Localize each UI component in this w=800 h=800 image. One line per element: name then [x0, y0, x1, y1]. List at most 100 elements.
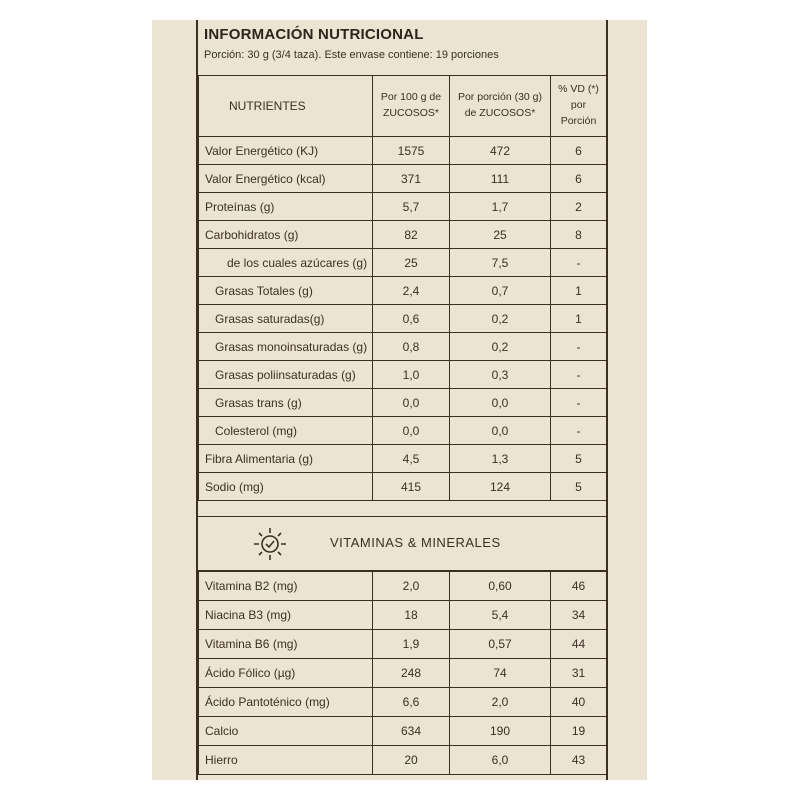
- nutrient-value: 0,57: [449, 629, 551, 659]
- nutrient-value: 111: [449, 164, 551, 193]
- table-row: Carbohidratos (g) 82 25 8: [198, 220, 607, 249]
- header-row: NUTRIENTES Por 100 g de ZUCOSOS* Por porci…: [198, 75, 607, 137]
- nutrient-value: 0,0: [449, 416, 551, 445]
- nutrient-value: 43: [550, 745, 607, 775]
- table-row: Vitamina B2 (mg) 2,0 0,60 46: [198, 571, 607, 601]
- nutrient-value: 0,3: [449, 360, 551, 389]
- nutrient-value: 18: [372, 600, 450, 630]
- table-row: Calcio 634 190 19: [198, 716, 607, 746]
- nutrient-value: 2,0: [372, 571, 450, 601]
- nutrient-value: 634: [372, 716, 450, 746]
- nutrient-name: Valor Energético (KJ): [198, 136, 373, 165]
- nutrient-name: Vitamina B6 (mg): [198, 629, 373, 659]
- nutrient-value: 1,7: [449, 192, 551, 221]
- nutrient-value: 248: [372, 658, 450, 688]
- vitamin-table: Vitamina B2 (mg) 2,0 0,60 46 Niacina B3 (mg)…: [198, 571, 607, 775]
- nutrient-value: -: [550, 360, 607, 389]
- table-row: Fibra Alimentaria (g) 4,5 1,3 5: [198, 444, 607, 473]
- nutrient-name: Niacina B3 (mg): [198, 600, 373, 630]
- nutrient-value: 1575: [372, 136, 450, 165]
- nutrient-value: -: [550, 416, 607, 445]
- nutrient-value: 1,3: [449, 444, 551, 473]
- table-row: Grasas saturadas(g) 0,6 0,2 1: [198, 304, 607, 333]
- nutrient-value: 5: [550, 472, 607, 501]
- vitamins-title: VITAMINAS & MINERALES: [330, 535, 501, 550]
- nutrient-value: 0,60: [449, 571, 551, 601]
- nutrient-value: 20: [372, 745, 450, 775]
- nutrient-value: 190: [449, 716, 551, 746]
- serving-info: Porción: 30 g (3/4 taza). Este envase co…: [204, 49, 499, 61]
- nutrient-value: 1,9: [372, 629, 450, 659]
- nutrient-value: 46: [550, 571, 607, 601]
- nutrient-name: Hierro: [198, 745, 373, 775]
- nutrient-value: 6: [550, 136, 607, 165]
- nutrient-value: 5: [550, 444, 607, 473]
- table-body: Valor Energético (KJ) 1575 472 6 Valor Energ…: [198, 136, 607, 501]
- nutrient-value: 8: [550, 220, 607, 249]
- nutrient-value: 5,7: [372, 192, 450, 221]
- nutrient-name: Valor Energético (kcal): [198, 164, 373, 193]
- nutrient-value: 19: [550, 716, 607, 746]
- table-row: Sodio (mg) 415 124 5: [198, 472, 607, 501]
- table-row: Ácido Fólico (µg) 248 74 31: [198, 658, 607, 688]
- nutrient-name: Grasas monoinsaturadas (g): [198, 332, 373, 361]
- nutrient-value: 1,0: [372, 360, 450, 389]
- nutrient-value: 0,8: [372, 332, 450, 361]
- nutrient-value: -: [550, 332, 607, 361]
- nutrient-value: 0,0: [449, 388, 551, 417]
- nutrient-value: 0,2: [449, 304, 551, 333]
- nutrient-name: de los cuales azúcares (g): [198, 248, 373, 277]
- column-header: % VD (*) por Porción: [550, 75, 607, 137]
- column-header: Por porción (30 g) de ZUCOSOS*: [449, 75, 551, 137]
- nutrient-value: 82: [372, 220, 450, 249]
- nutrient-name: Ácido Fólico (µg): [198, 658, 373, 688]
- table-row: Grasas poliinsaturadas (g) 1,0 0,3-: [198, 360, 607, 389]
- nutrient-name: Sodio (mg): [198, 472, 373, 501]
- nutrient-value: 6,6: [372, 687, 450, 717]
- table-row: Niacina B3 (mg) 18 5,4 34: [198, 600, 607, 630]
- nutrient-value: 371: [372, 164, 450, 193]
- nutrient-value: 0,2: [449, 332, 551, 361]
- nutrient-name: Ácido Pantoténico (mg): [198, 687, 373, 717]
- nutrient-value: 34: [550, 600, 607, 630]
- nutrient-value: 7,5: [449, 248, 551, 277]
- nutrient-value: 2,4: [372, 276, 450, 305]
- nutrient-value: 2: [550, 192, 607, 221]
- nutrient-value: 124: [449, 472, 551, 501]
- nutrient-value: -: [550, 388, 607, 417]
- nutrient-name: Fibra Alimentaria (g): [198, 444, 373, 473]
- nutrient-value: 6: [550, 164, 607, 193]
- nutrient-name: Grasas trans (g): [198, 388, 373, 417]
- nutrient-value: 74: [449, 658, 551, 688]
- title: INFORMACIÓN NUTRICIONAL: [204, 26, 424, 43]
- nutrient-value: 1: [550, 276, 607, 305]
- vitamins-header: VITAMINAS & MINERALES: [198, 516, 606, 571]
- nutrient-name: Vitamina B2 (mg): [198, 571, 373, 601]
- nutrient-name: Proteínas (g): [198, 192, 373, 221]
- nutrition-label: INFORMACIÓN NUTRICIONAL Porción: 30 g (3…: [152, 20, 647, 780]
- table-row: Grasas Totales (g) 2,4 0,7 1: [198, 276, 607, 305]
- nutrient-name: Grasas Totales (g): [198, 276, 373, 305]
- column-header: NUTRIENTES: [198, 75, 373, 137]
- nutrient-value: 25: [449, 220, 551, 249]
- nutrient-table: NUTRIENTES Por 100 g de ZUCOSOS* Por porci…: [198, 75, 607, 501]
- sun-icon: [254, 528, 286, 560]
- nutrient-value: 415: [372, 472, 450, 501]
- table-row: Hierro 20 6,0 43: [198, 745, 607, 775]
- table-body: Vitamina B2 (mg) 2,0 0,60 46 Niacina B3 (mg)…: [198, 571, 607, 775]
- nutrient-name: Grasas saturadas(g): [198, 304, 373, 333]
- nutrient-value: 5,4: [449, 600, 551, 630]
- table-row: Grasas monoinsaturadas (g) 0,8 0,2-: [198, 332, 607, 361]
- nutrient-value: 0,6: [372, 304, 450, 333]
- nutrient-value: 1: [550, 304, 607, 333]
- nutrient-value: 25: [372, 248, 450, 277]
- nutrient-name: Calcio: [198, 716, 373, 746]
- nutrient-name: Carbohidratos (g): [198, 220, 373, 249]
- nutrient-name: Grasas poliinsaturadas (g): [198, 360, 373, 389]
- nutrient-value: 6,0: [449, 745, 551, 775]
- table-row: Grasas trans (g) 0,0 0,0-: [198, 388, 607, 417]
- nutrient-value: -: [550, 248, 607, 277]
- nutrient-value: 0,7: [449, 276, 551, 305]
- table-row: Valor Energético (KJ) 1575 472 6: [198, 136, 607, 165]
